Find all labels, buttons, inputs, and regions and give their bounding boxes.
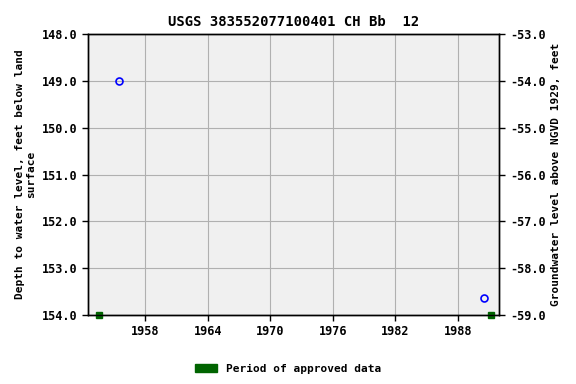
Y-axis label: Groundwater level above NGVD 1929, feet: Groundwater level above NGVD 1929, feet: [551, 43, 561, 306]
Legend: Period of approved data: Period of approved data: [191, 359, 385, 379]
Y-axis label: Depth to water level, feet below land
surface: Depth to water level, feet below land su…: [15, 50, 37, 300]
Title: USGS 383552077100401 CH Bb  12: USGS 383552077100401 CH Bb 12: [168, 15, 419, 29]
